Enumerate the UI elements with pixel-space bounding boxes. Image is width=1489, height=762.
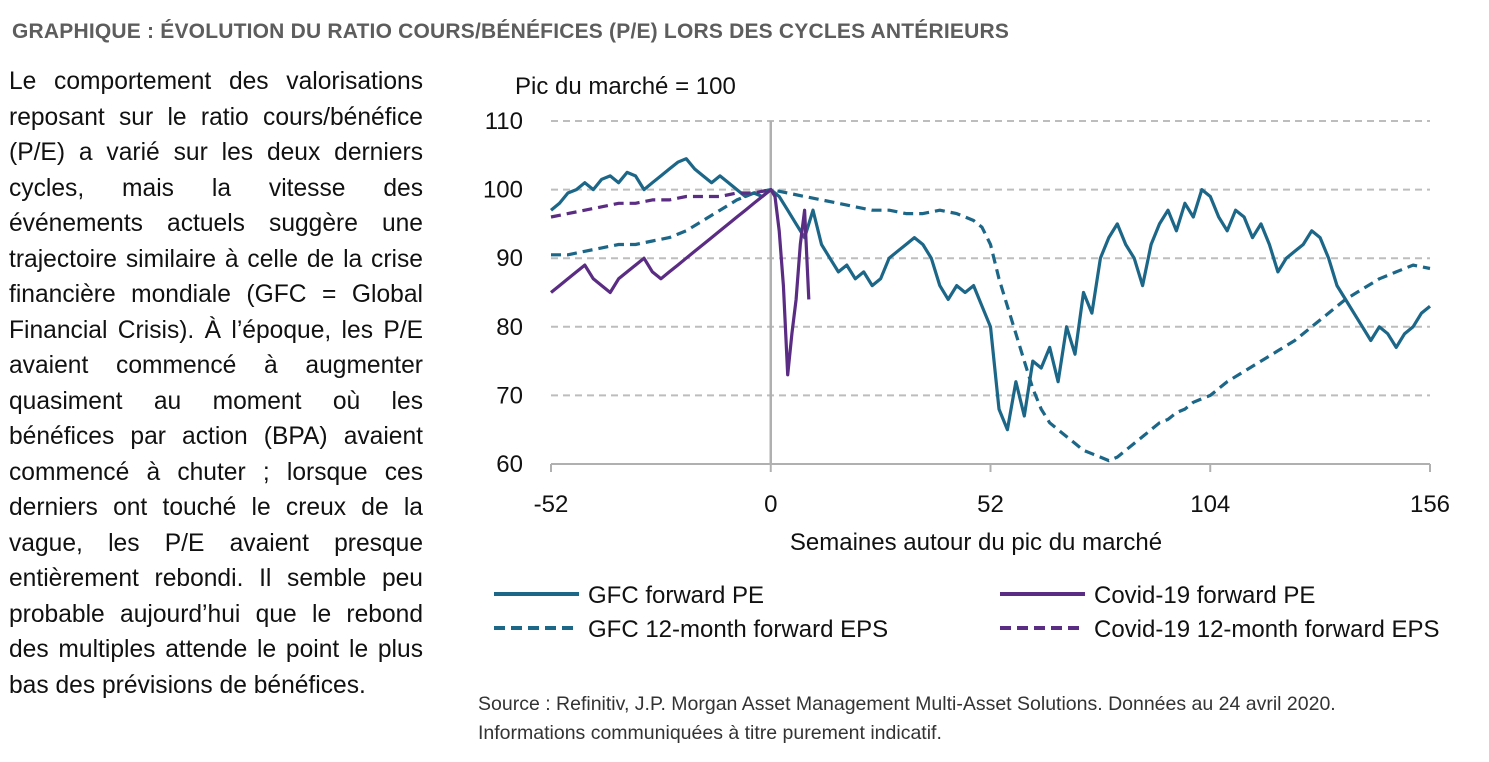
y-tick-100: 100: [483, 177, 523, 204]
series-line-3: [549, 188, 811, 377]
x-tick--52: -52: [534, 491, 569, 518]
y-tick-80: 80: [496, 314, 523, 341]
y-tick-90: 90: [496, 245, 523, 272]
series-lines: [549, 157, 1432, 463]
source-line-2: Informations communiquées à titre pureme…: [478, 722, 942, 744]
legend-label-1: GFC forward PE: [588, 582, 764, 609]
x-tick-156: 156: [1410, 491, 1450, 518]
legend-label-4: Covid-19 12-month forward EPS: [1094, 616, 1440, 643]
y-tick-110: 110: [485, 108, 523, 135]
y-tick-60: 60: [496, 451, 523, 478]
chart-heading: GRAPHIQUE : ÉVOLUTION DU RATIO COURS/BÉN…: [12, 20, 1010, 43]
x-tick-labels: -52 0 52 104 156: [534, 491, 1450, 518]
source-line-1: Source : Refinitiv, J.P. Morgan Asset Ma…: [478, 693, 1336, 715]
x-tick-52: 52: [977, 491, 1004, 518]
series-line-1: [549, 157, 1432, 432]
gridlines: [550, 120, 1431, 472]
source-note: Source : Refinitiv, J.P. Morgan Asset Ma…: [478, 690, 1336, 748]
series-line-2: [551, 188, 1431, 463]
y-tick-labels: 60 70 80 90 100 110: [483, 108, 523, 478]
legend-label-3: Covid-19 forward PE: [1094, 582, 1315, 609]
x-tick-104: 104: [1190, 491, 1230, 518]
legend: GFC forward PE GFC 12-month forward EPS Co…: [494, 582, 1440, 643]
x-axis-label: Semaines autour du pic du marché: [790, 529, 1162, 556]
y-tick-70: 70: [496, 382, 523, 409]
chart-title: Pic du marché = 100: [515, 73, 736, 100]
legend-label-2: GFC 12-month forward EPS: [588, 616, 888, 643]
series-line-4: [550, 188, 772, 219]
commentary-text: Le comportement des valorisations reposa…: [9, 68, 423, 699]
x-tick-0: 0: [764, 491, 777, 518]
